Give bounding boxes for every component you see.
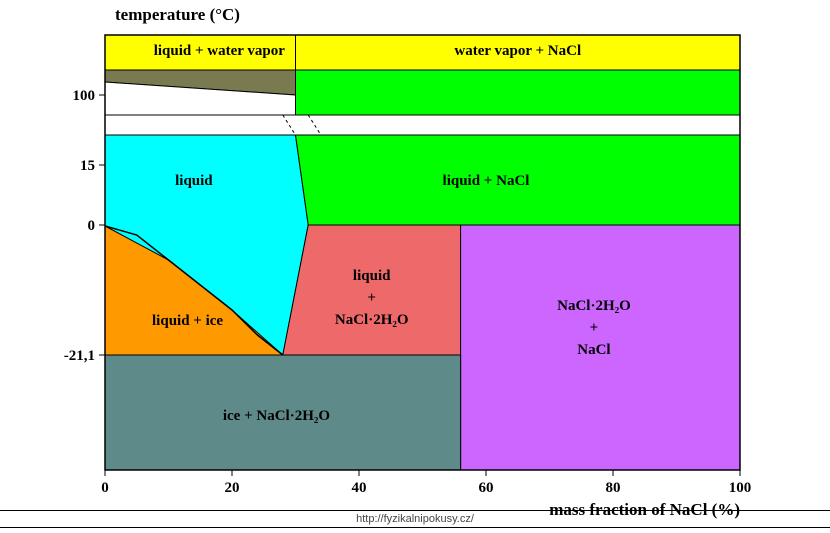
xtick-label-0: 0 [101, 480, 109, 496]
label-ice-hydrate: ice + NaCl·2H₂O [223, 408, 330, 424]
region-liquid-nacl-upper [296, 70, 741, 115]
xtick-label-100: 100 [729, 480, 752, 496]
xtick-label-80: 80 [606, 480, 621, 496]
xtick-label-40: 40 [352, 480, 367, 496]
ytick-label-15: 15 [80, 158, 95, 174]
xtick-label-60: 60 [479, 480, 494, 496]
phase-diagram-svg: water vapor + NaCl liquid + water vapor li… [0, 0, 830, 533]
phase-diagram-container: water vapor + NaCl liquid + water vapor li… [0, 0, 830, 533]
label-vapor-nacl: water vapor + NaCl [454, 43, 581, 59]
xtick-label-20: 20 [225, 480, 240, 496]
label-liquid-hydrate-1: + [367, 290, 376, 306]
y-axis-title: temperature (°C) [115, 5, 240, 24]
ytick-label-100: 100 [73, 88, 96, 104]
label-hydrate-nacl-2: NaCl [577, 342, 610, 358]
label-hydrate-nacl-1: + [590, 320, 599, 336]
label-liquid-hydrate-0: liquid [353, 268, 391, 284]
label-hydrate-nacl-0: NaCl·2H₂O [557, 298, 631, 314]
label-liquid-vapor: liquid + water vapor [154, 43, 286, 59]
ytick-label--21,1: -21,1 [64, 348, 95, 364]
label-liquid-nacl: liquid + NaCl [443, 173, 530, 189]
label-liquid-hydrate-2: NaCl·2H₂O [335, 312, 409, 328]
label-liquid-ice: liquid + ice [152, 313, 223, 329]
label-liquid: liquid [175, 173, 213, 189]
ytick-label-0: 0 [88, 218, 96, 234]
source-footer: http://fyzikalnipokusy.cz/ [0, 510, 830, 528]
